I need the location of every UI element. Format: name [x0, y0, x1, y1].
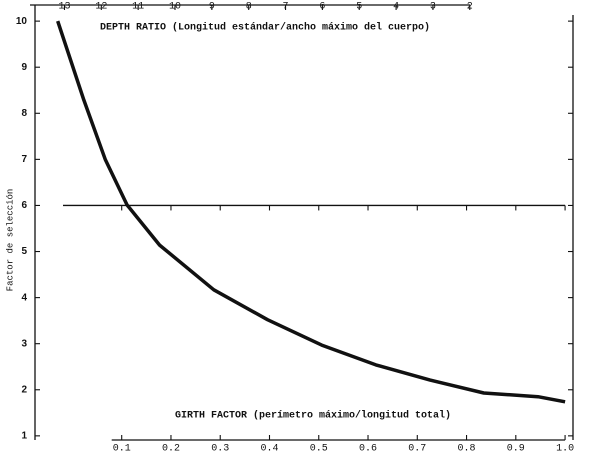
y-tick-label: 1	[21, 430, 27, 441]
x-tick-label: 0.4	[260, 444, 278, 451]
y-tick-label: 3	[21, 338, 27, 349]
y-tick-label: 9	[21, 62, 27, 73]
y-tick-label: 4	[21, 292, 27, 303]
y-tick-label: 10	[16, 16, 28, 27]
x-tick-label: 0.9	[507, 444, 525, 451]
y-tick-label: 2	[21, 384, 27, 395]
y-tick-label: 7	[21, 154, 27, 165]
x-tick-label: 0.7	[408, 444, 426, 451]
x-tick-label: 1.0	[556, 444, 574, 451]
x-tick-label: 0.3	[211, 444, 229, 451]
x-tick-label: 0.6	[359, 444, 377, 451]
x-tick-label: 0.5	[310, 444, 328, 451]
x-tick-label: 0.8	[458, 444, 476, 451]
x-tick-label: 0.1	[113, 444, 131, 451]
bottom-axis-label: GIRTH FACTOR (perímetro máximo/longitud …	[175, 410, 451, 422]
top-axis-label: DEPTH RATIO (Longitud estándar/ancho máx…	[100, 22, 430, 34]
y-tick-label: 5	[21, 246, 27, 257]
curve	[56, 20, 566, 404]
y-tick-label: 6	[21, 200, 27, 211]
y-tick-label: 8	[21, 108, 27, 119]
y-axis-label: Factor de selección	[5, 189, 15, 292]
x-tick-label: 0.2	[162, 444, 180, 451]
